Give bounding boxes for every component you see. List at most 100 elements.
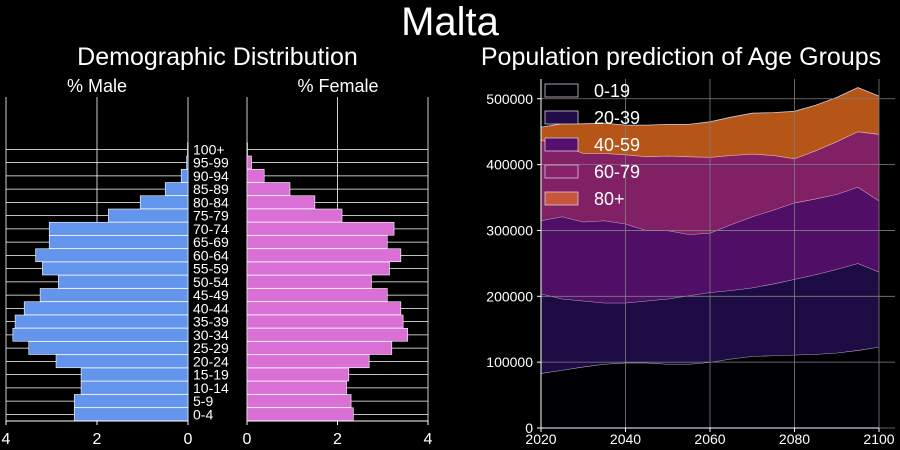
male-bar [14, 314, 189, 329]
forecast-y-tick-label: 100000 [486, 354, 533, 370]
forecast-y-tick-label: 0 [525, 420, 533, 436]
age-group-label: 15-19 [193, 367, 229, 383]
female-axis-title: % Female [297, 76, 379, 96]
male-bar [80, 380, 189, 395]
male-bars [12, 142, 189, 422]
age-group-label: 90-94 [193, 168, 229, 184]
forecast-x-tick-label: 2060 [694, 431, 725, 447]
female-bar [246, 380, 347, 395]
forecast-x-tick-label: 2040 [610, 431, 641, 447]
male-axis-title: % Male [66, 76, 128, 96]
forecast-y-tick-label: 200000 [486, 288, 533, 304]
female-bar [246, 288, 388, 302]
male-bar [186, 155, 189, 170]
forecast-axes: 0 100000 200000 300000 400000 500000 2020 2040 2… [486, 79, 895, 447]
legend-label: 80+ [594, 189, 625, 209]
female-bar [246, 235, 388, 249]
legend-swatch [544, 83, 579, 98]
age-group-label: 80-84 [193, 194, 229, 210]
female-bar [246, 274, 372, 289]
forecast-y-tick-label: 400000 [486, 157, 533, 173]
legend-label: 0-19 [594, 81, 630, 101]
male-bar [164, 182, 189, 196]
forecast-x-tick-label: 2100 [863, 431, 894, 447]
female-x-tick-label: 2 [333, 431, 342, 448]
legend-swatch [544, 137, 579, 152]
male-x-tick-label: 0 [184, 431, 193, 448]
female-bar [246, 407, 354, 422]
legend-label: 40-59 [594, 135, 640, 155]
age-group-label: 70-74 [193, 221, 229, 237]
male-bar [28, 341, 189, 355]
age-group-label: 95-99 [193, 155, 229, 171]
female-bar [246, 341, 393, 355]
male-bar [35, 248, 189, 263]
female-bar [246, 301, 402, 316]
female-bar [246, 221, 395, 236]
male-bar [80, 367, 189, 382]
age-group-label: 65-69 [193, 234, 229, 250]
male-bar [23, 301, 189, 316]
male-x-tick-label: 2 [93, 431, 102, 448]
page-title: Malta [401, 0, 499, 44]
forecast-x-tick-label: 2020 [525, 431, 556, 447]
male-bar [58, 274, 189, 289]
legend-label: 20-39 [594, 108, 640, 128]
female-bar [246, 208, 343, 223]
male-bar [180, 168, 189, 183]
pyramid-title: Demographic Distribution [77, 43, 358, 71]
female-x-tick-label: 0 [243, 431, 252, 448]
age-group-label: 60-64 [193, 247, 229, 263]
male-bar [42, 261, 189, 276]
female-bar [246, 155, 252, 170]
female-bar [246, 261, 390, 276]
male-bar [139, 195, 189, 210]
male-bar [73, 394, 189, 408]
female-bar [246, 354, 370, 369]
age-group-label: 100+ [193, 141, 225, 157]
age-group-label: 55-59 [193, 261, 229, 277]
forecast-y-tick-label: 500000 [486, 91, 533, 107]
age-group-label: 25-29 [193, 340, 229, 356]
female-x-tick-label: 4 [424, 431, 433, 448]
forecast-title: Population prediction of Age Groups [480, 43, 882, 71]
legend-swatch [544, 164, 579, 179]
male-bar [55, 354, 189, 369]
male-bar [39, 288, 189, 302]
age-group-label: 45-49 [193, 287, 229, 303]
legend-swatch [544, 110, 579, 125]
female-bar [246, 182, 291, 196]
legend-swatch [544, 191, 579, 206]
age-group-label: 20-24 [193, 353, 229, 369]
female-bar [246, 248, 402, 263]
female-bar [246, 168, 265, 183]
age-group-label: 5-9 [193, 393, 213, 409]
male-bar [108, 208, 189, 223]
male-axes: 4 2 0 [2, 420, 193, 448]
legend-label: 60-79 [594, 162, 640, 182]
female-bar [246, 394, 352, 408]
age-group-label: 75-79 [193, 208, 229, 224]
forecast-y-tick-label: 300000 [486, 222, 533, 238]
male-bar [12, 327, 189, 342]
male-bar [48, 235, 189, 249]
female-bar [246, 195, 316, 210]
female-bar [246, 367, 350, 382]
forecast-legend: 0-19 20-39 40-59 60-79 80+ [544, 81, 640, 209]
male-bar [73, 407, 189, 422]
female-axes: 0 2 4 [243, 420, 433, 448]
age-group-label: 85-89 [193, 181, 229, 197]
female-bars [246, 142, 408, 422]
age-group-label: 35-39 [193, 314, 229, 330]
age-group-label: 50-54 [193, 274, 229, 290]
age-group-label: 30-34 [193, 327, 229, 343]
forecast-x-tick-label: 2080 [779, 431, 810, 447]
male-x-tick-label: 4 [2, 431, 11, 448]
female-bar [246, 314, 404, 329]
age-group-label: 10-14 [193, 380, 229, 396]
age-group-label: 0-4 [193, 406, 213, 422]
male-bar [48, 221, 189, 236]
age-group-labels: 0-45-910-1415-1920-2425-2930-3435-3940-4… [193, 141, 229, 422]
female-bar [246, 327, 408, 342]
